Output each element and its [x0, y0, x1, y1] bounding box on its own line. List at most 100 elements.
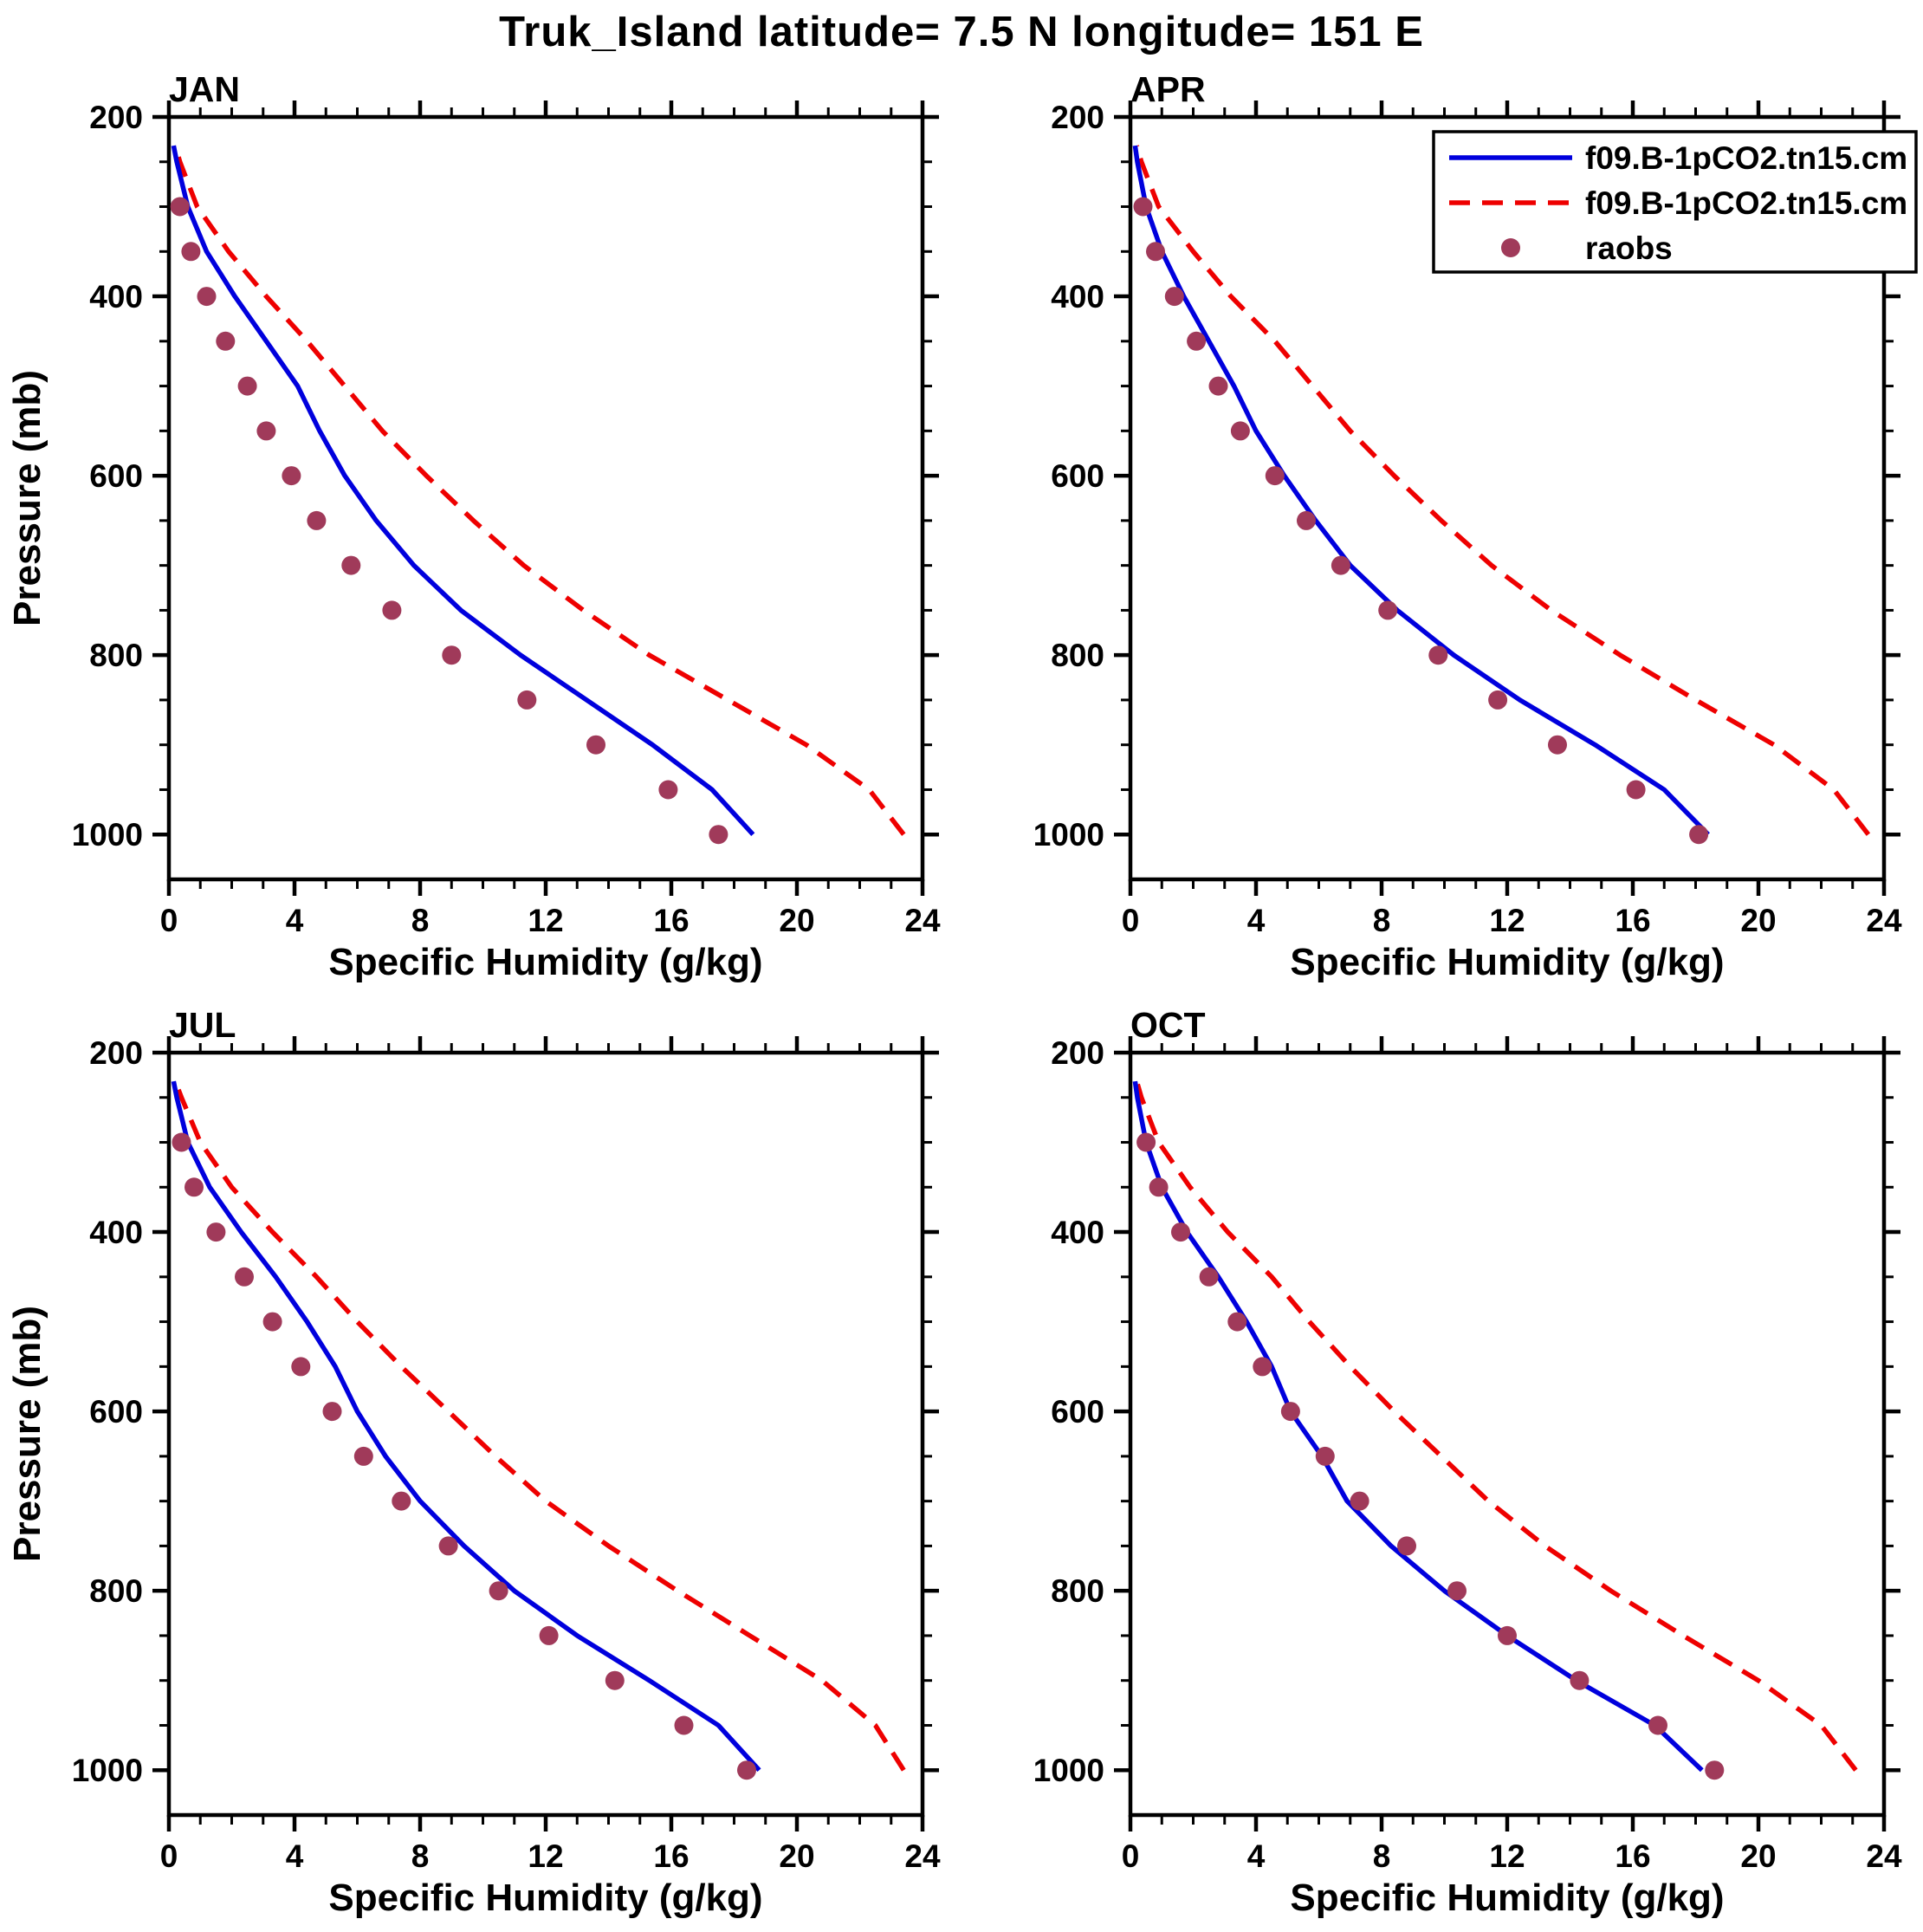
x-tick-label: 20 [779, 903, 814, 938]
x-tick-label: 4 [286, 903, 304, 938]
raobs-dot [1171, 1222, 1190, 1242]
raobs-dot [392, 1491, 411, 1511]
x-tick-label: 24 [904, 903, 941, 938]
x-axis-title: Specific Humidity (g/kg) [1290, 1877, 1724, 1919]
y-tick-label: 400 [1051, 279, 1104, 314]
raobs-dot [737, 1760, 756, 1780]
legend-label: f09.B-1pCO2.tn15.cm [1585, 140, 1907, 176]
legend-label: f09.B-1pCO2.tn15.cm [1585, 185, 1907, 221]
y-tick-label: 200 [1051, 100, 1104, 135]
x-tick-label: 4 [286, 1838, 304, 1874]
blue-solid-line [1132, 1080, 1704, 1773]
x-tick-label: 16 [1615, 1838, 1650, 1874]
raobs-dot [1689, 825, 1709, 845]
x-tick-label: 8 [1373, 1838, 1391, 1874]
y-tick-label: 200 [89, 100, 143, 135]
y-tick-label: 200 [89, 1035, 143, 1071]
raobs-dot [489, 1581, 508, 1601]
raobs-dot [185, 1177, 204, 1197]
raobs-dot [256, 421, 276, 441]
raobs-dot [1570, 1670, 1590, 1690]
x-tick-label: 0 [1122, 903, 1140, 938]
x-tick-label: 8 [1373, 903, 1391, 938]
panel-oct: OCT 0 4 8 12 16 20 24 200 400 600 800 1000 Specific H… [962, 996, 1923, 1932]
raobs-dot [1705, 1760, 1725, 1780]
raobs-dot [1297, 510, 1316, 530]
raobs-dot [262, 1312, 282, 1332]
raobs-dot [1378, 600, 1398, 620]
x-tick-label: 12 [1489, 903, 1525, 938]
x-tick-label: 16 [653, 1838, 689, 1874]
y-tick-label: 800 [1051, 638, 1104, 673]
x-tick-label: 20 [1740, 1838, 1776, 1874]
y-tick-label: 400 [89, 279, 143, 314]
chart-jan: JAN 0 4 8 12 16 20 24 200 400 600 800 1000 Specific H… [6, 69, 941, 983]
raobs-dot [1331, 555, 1350, 575]
y-tick-label: 200 [1051, 1035, 1104, 1071]
raobs-dot [1488, 690, 1508, 710]
raobs-dot [382, 600, 402, 620]
x-tick-label: 0 [1122, 1838, 1140, 1874]
plot-frame [1128, 1050, 1887, 1818]
raobs-dot [235, 1267, 254, 1287]
raobs-dot [1648, 1715, 1667, 1735]
y-tick-label: 1000 [1033, 817, 1104, 853]
red-dashed-line [1134, 145, 1871, 836]
x-axis-title: Specific Humidity (g/kg) [1290, 941, 1724, 983]
raobs-dot [658, 780, 678, 800]
blue-solid-line [171, 1080, 761, 1773]
raobs-dot [1149, 1177, 1169, 1197]
plot-frame [166, 1050, 925, 1818]
x-axis-title: Specific Humidity (g/kg) [328, 1877, 762, 1919]
month-label: OCT [1130, 1005, 1206, 1045]
raobs-dot [341, 555, 361, 575]
raobs-dot [1548, 735, 1567, 755]
raobs-dot [170, 197, 190, 217]
chart-jul: JUL 0 4 8 12 16 20 24 200 400 600 800 1000 Specific H… [6, 1005, 941, 1919]
x-tick-label: 20 [779, 1838, 814, 1874]
raobs-dot [1315, 1446, 1335, 1466]
panel-apr: APR 0 4 8 12 16 20 24 200 400 600 800 1000 Specific H… [962, 61, 1923, 996]
raobs-dot [674, 1715, 694, 1735]
y-tick-label: 800 [1051, 1573, 1104, 1609]
raobs-dot [216, 331, 236, 351]
y-tick-label: 1000 [1033, 1753, 1104, 1788]
x-tick-label: 8 [411, 903, 430, 938]
y-axis-title: Pressure (mb) [6, 1306, 49, 1562]
raobs-dot [206, 1222, 226, 1242]
y-tick-label: 400 [89, 1215, 143, 1250]
x-tick-label: 24 [1866, 1838, 1902, 1874]
panel-jul: JUL 0 4 8 12 16 20 24 200 400 600 800 1000 Specific H… [0, 996, 962, 1932]
raobs-dot [517, 690, 537, 710]
red-dashed-line [172, 145, 906, 836]
x-tick-label: 16 [1615, 903, 1650, 938]
x-tick-label: 4 [1247, 903, 1266, 938]
raobs-dot [1350, 1491, 1369, 1511]
red-dashed-line [172, 1080, 906, 1772]
x-axis-title: Specific Humidity (g/kg) [328, 941, 762, 983]
raobs-dot [1199, 1267, 1219, 1287]
raobs-dot [1136, 1132, 1156, 1152]
x-tick-label: 4 [1247, 1838, 1266, 1874]
x-tick-label: 12 [528, 1838, 563, 1874]
raobs-dot [1146, 242, 1165, 262]
y-tick-label: 600 [89, 458, 143, 494]
raobs-dot [1253, 1357, 1272, 1377]
legend-label: raobs [1585, 230, 1673, 266]
raobs-dot [172, 1132, 191, 1152]
raobs-dot [322, 1402, 342, 1422]
raobs-dot [181, 242, 201, 262]
x-tick-label: 12 [1489, 1838, 1525, 1874]
y-tick-label: 600 [1051, 1394, 1104, 1430]
raobs-dot [1230, 421, 1250, 441]
red-dashed-line [1134, 1080, 1858, 1772]
month-label: JUL [169, 1005, 236, 1045]
x-tick-label: 20 [1740, 903, 1776, 938]
x-tick-label: 12 [528, 903, 563, 938]
raobs-dot [1280, 1402, 1300, 1422]
legend-marker-sample [1501, 238, 1520, 257]
raobs-dot [1626, 780, 1646, 800]
raobs-dot [539, 1625, 559, 1645]
raobs-dot [1447, 1581, 1467, 1601]
